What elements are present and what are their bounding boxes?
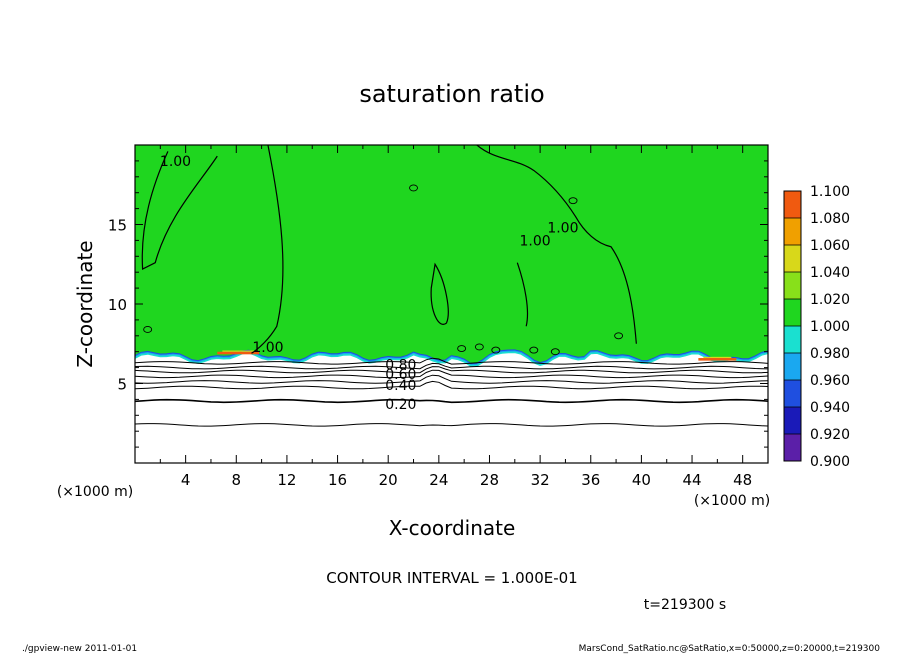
x-tick-label-32: 32 (531, 471, 550, 489)
contour-interval-text: CONTOUR INTERVAL = 1.000E-01 (326, 569, 577, 587)
x-unit-label-left: (×1000 m) (57, 484, 133, 500)
x-tick-label-16: 16 (328, 471, 347, 489)
colorbar-label-8: 1.060 (810, 238, 850, 254)
x-tick-label-4: 4 (181, 471, 191, 489)
contour-100-4 (516, 262, 529, 327)
x-unit-label-right: (×1000 m) (694, 493, 770, 509)
colorbar-swatch-1 (784, 407, 801, 434)
small-contour-7 (568, 197, 578, 205)
footer-right: MarsCond_SatRatio.nc@SatRatio,x=0:50000,… (579, 644, 881, 654)
y-tick-label-10: 10 (108, 296, 127, 314)
small-contour-1 (474, 343, 484, 351)
plot-area (135, 145, 768, 463)
hot-spot-1 (698, 358, 737, 361)
y-axis-label: Z-coordinate (73, 240, 97, 367)
contour-100-3 (430, 262, 449, 325)
contour-labels: 1.001.001.001.000.800.600.400.20 (160, 154, 579, 413)
contour-line-7 (135, 423, 768, 427)
contour-line-3 (135, 369, 768, 379)
x-tick-label-36: 36 (581, 471, 600, 489)
x-tick-label-8: 8 (232, 471, 242, 489)
hot-spot-0 (217, 351, 260, 355)
chart-title: saturation ratio (359, 80, 544, 108)
contour-100-0 (141, 151, 218, 270)
contour-label-3: 1.00 (547, 221, 578, 237)
contour-line-6 (135, 398, 768, 404)
contour-label-0: 1.00 (160, 154, 191, 170)
small-contour-6 (143, 325, 153, 333)
colorbar-swatch-7 (784, 245, 801, 272)
contour-line-0 (135, 357, 768, 365)
x-axis-label: X-coordinate (389, 516, 516, 540)
colorbar-label-6: 1.020 (810, 292, 850, 308)
y-tick-label-15: 15 (108, 217, 127, 235)
contour-100-1 (251, 145, 284, 354)
x-tick-label-28: 28 (480, 471, 499, 489)
x-tick-label-20: 20 (379, 471, 398, 489)
hot-spot-edge-1 (703, 356, 732, 359)
time-stamp: t=219300 s (644, 597, 726, 613)
contour-100-2 (476, 145, 637, 344)
small-contour-5 (614, 332, 624, 340)
contour-label-5: 0.60 (385, 367, 416, 383)
colorbar-label-1: 0.920 (810, 427, 850, 443)
contour-label-7: 0.20 (385, 397, 416, 413)
colorbar-label-7: 1.040 (810, 265, 850, 281)
footer-left: ./gpview-new 2011-01-01 (22, 644, 137, 654)
contour-label-6: 0.40 (385, 378, 416, 394)
contour-label-2: 1.00 (519, 233, 550, 249)
colorbar-swatch-8 (784, 218, 801, 245)
x-tick-label-24: 24 (429, 471, 448, 489)
supersaturation-spots (217, 350, 737, 361)
x-tick-label-12: 12 (277, 471, 296, 489)
x-tick-label-48: 48 (733, 471, 752, 489)
colorbar-swatch-3 (784, 353, 801, 380)
small-contour-4 (550, 348, 560, 356)
hot-spot-edge-0 (222, 350, 255, 352)
contour-line-4 (135, 374, 768, 384)
contour-line-1 (135, 362, 768, 370)
colorbar-label-10: 1.100 (810, 184, 850, 200)
saturated-region (135, 145, 768, 366)
contour-label-4: 0.80 (385, 357, 416, 373)
contour-line-5 (135, 380, 768, 390)
colorbar-swatch-6 (784, 272, 801, 299)
colorbar-swatch-0 (784, 434, 801, 461)
colorbar-swatch-4 (784, 326, 801, 353)
small-contour-3 (529, 346, 539, 354)
contour-label-1: 1.00 (252, 340, 283, 356)
contour-line-2 (135, 366, 768, 374)
x-axis-ticks: 4 8 12 16 20 24 28 32 36 40 44 48 (159, 145, 769, 489)
x-tick-label-40: 40 (632, 471, 651, 489)
small-contour-8 (409, 184, 418, 192)
y-axis-ticks: 5 10 15 (108, 160, 768, 448)
colorbar-swatch-5 (784, 299, 801, 326)
colorbar-label-9: 1.080 (810, 211, 850, 227)
colorbar: 0.900 0.920 0.940 0.960 0.980 1.000 1.020 1.040… (783, 184, 850, 470)
contour-lines (135, 145, 768, 427)
y-tick-label-5: 5 (117, 376, 127, 394)
colorbar-label-2: 0.940 (810, 400, 850, 416)
colorbar-swatch-9 (784, 191, 801, 218)
colorbar-swatch-2 (784, 380, 801, 407)
colorbar-label-4: 0.980 (810, 346, 850, 362)
colorbar-label-5: 1.000 (810, 319, 850, 335)
small-contour-2 (491, 346, 501, 354)
x-tick-label-44: 44 (682, 471, 701, 489)
colorbar-label-0: 0.900 (810, 454, 850, 470)
small-contour-0 (457, 345, 467, 352)
colorbar-label-3: 0.960 (810, 373, 850, 389)
